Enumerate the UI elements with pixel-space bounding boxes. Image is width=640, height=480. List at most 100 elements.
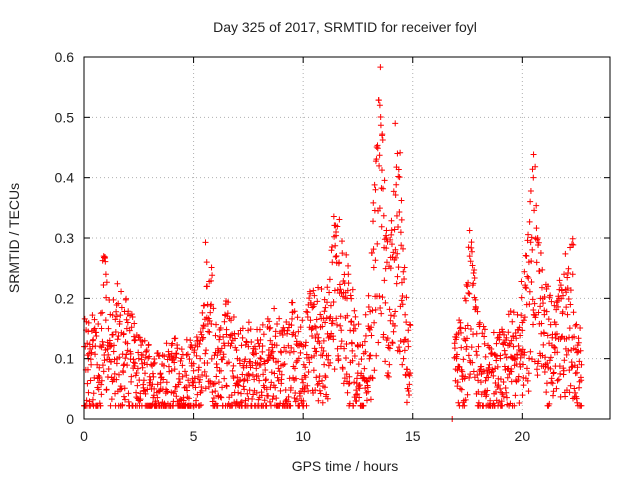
data-point xyxy=(203,259,210,266)
data-point xyxy=(220,351,227,358)
data-point xyxy=(369,375,376,382)
data-point xyxy=(497,355,504,362)
data-point xyxy=(311,352,318,359)
data-point xyxy=(94,361,101,368)
data-point xyxy=(512,355,519,362)
data-point xyxy=(566,389,573,396)
data-point xyxy=(518,278,525,285)
data-point xyxy=(386,361,393,368)
data-point xyxy=(325,362,332,369)
data-point xyxy=(164,388,171,395)
data-point xyxy=(568,241,575,248)
data-point xyxy=(464,391,471,398)
data-point xyxy=(196,376,203,383)
data-point xyxy=(271,370,278,377)
data-point xyxy=(84,352,91,359)
data-point xyxy=(391,312,398,319)
data-point xyxy=(573,395,580,402)
data-point xyxy=(273,342,280,349)
data-point xyxy=(481,333,488,340)
data-point xyxy=(271,305,278,312)
data-point xyxy=(548,375,555,382)
data-point xyxy=(128,373,135,380)
data-point xyxy=(473,330,480,337)
data-point xyxy=(243,362,250,369)
data-point xyxy=(571,333,578,340)
data-point xyxy=(118,304,125,311)
data-point xyxy=(101,357,108,364)
data-point xyxy=(267,324,274,331)
data-point xyxy=(310,287,317,294)
data-point xyxy=(512,330,519,337)
data-point xyxy=(240,383,247,390)
data-point xyxy=(278,349,285,356)
data-point xyxy=(363,378,370,385)
data-point xyxy=(291,394,298,401)
data-point xyxy=(467,258,474,265)
data-point xyxy=(314,381,321,388)
data-point xyxy=(141,337,148,344)
data-point xyxy=(470,280,477,287)
data-point xyxy=(525,259,532,266)
data-point xyxy=(84,366,91,373)
data-point xyxy=(103,386,110,393)
data-point xyxy=(454,379,461,386)
data-point xyxy=(122,396,129,403)
data-point xyxy=(481,326,488,333)
data-point xyxy=(297,340,304,347)
data-point xyxy=(471,275,478,282)
data-point xyxy=(549,380,556,387)
data-point xyxy=(500,379,507,386)
data-point xyxy=(195,367,202,374)
data-point xyxy=(564,285,571,292)
data-point xyxy=(191,347,198,354)
data-point xyxy=(400,245,407,252)
data-point xyxy=(350,322,357,329)
data-point xyxy=(370,246,377,253)
data-point xyxy=(482,353,489,360)
data-point xyxy=(499,391,506,398)
data-point xyxy=(522,284,529,291)
data-point xyxy=(560,365,567,372)
data-point xyxy=(468,244,475,251)
data-point xyxy=(202,385,209,392)
data-point xyxy=(269,348,276,355)
data-point xyxy=(137,397,144,404)
data-point xyxy=(144,386,151,393)
data-point xyxy=(234,381,241,388)
data-point xyxy=(244,390,251,397)
data-point xyxy=(325,352,332,359)
data-point xyxy=(306,295,313,302)
data-point xyxy=(202,350,209,357)
data-point xyxy=(470,269,477,276)
y-tick-label: 0 xyxy=(66,411,74,427)
data-point xyxy=(334,345,341,352)
data-point xyxy=(289,299,296,306)
data-point xyxy=(98,377,105,384)
data-point xyxy=(520,361,527,368)
data-point xyxy=(378,310,385,317)
data-point xyxy=(274,374,281,381)
data-point xyxy=(508,368,515,375)
data-point xyxy=(530,321,537,328)
data-point xyxy=(356,382,363,389)
data-point xyxy=(377,64,384,71)
data-point xyxy=(407,370,414,377)
data-point xyxy=(202,239,209,246)
y-tick-label: 0.3 xyxy=(55,230,75,246)
data-point xyxy=(228,317,235,324)
data-point xyxy=(262,367,269,374)
data-point xyxy=(337,313,344,320)
data-point xyxy=(198,387,205,394)
data-point xyxy=(257,336,264,343)
data-point xyxy=(525,231,532,238)
data-point xyxy=(346,400,353,407)
data-point xyxy=(149,370,156,377)
data-point xyxy=(558,334,565,341)
data-point xyxy=(497,376,504,383)
data-point xyxy=(461,335,468,342)
data-point xyxy=(345,280,352,287)
data-point xyxy=(388,217,395,224)
data-point xyxy=(246,372,253,379)
data-point xyxy=(576,384,583,391)
